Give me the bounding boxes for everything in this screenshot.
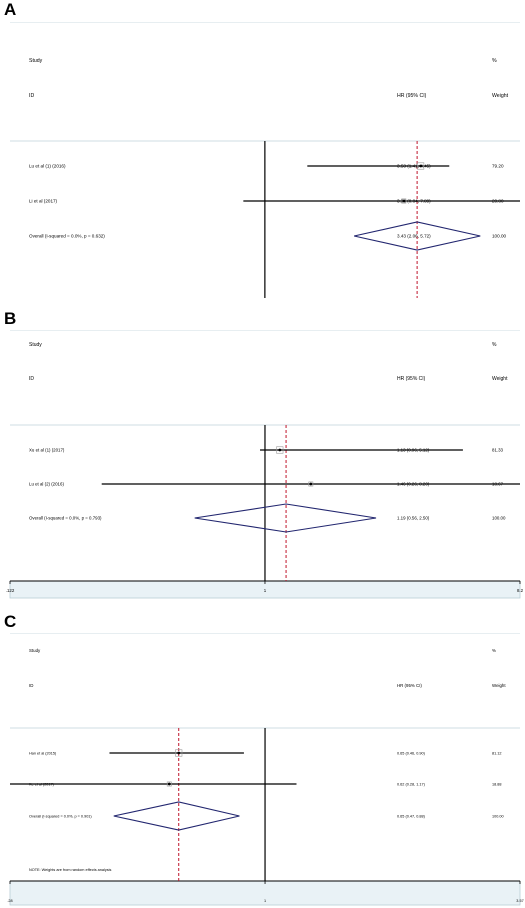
header-percent: % — [492, 58, 497, 64]
weight-box — [166, 781, 172, 787]
x-tick-label: 1 — [264, 899, 266, 903]
overall-label: Overall (I-squared = 0.0%, p = 0.901) — [29, 815, 92, 819]
overall-weight-text: 100.00 — [492, 815, 504, 819]
axis-band — [9, 880, 521, 906]
study-hr-text: 3.53 (1.41, 4.45) — [397, 164, 431, 169]
study-hr-text: 0.62 (0.28, 1.17) — [397, 783, 426, 787]
overall-label: Overall (I-squared = 0.0%, p = 0.632) — [29, 234, 105, 239]
study-label: Lu et al (1) (2016) — [29, 164, 66, 169]
x-tick-label: 1 — [264, 588, 267, 593]
header-study: Study — [29, 58, 43, 64]
point-estimate — [278, 448, 282, 452]
point-estimate — [402, 199, 406, 203]
panel-label-b: B — [4, 309, 17, 328]
study-weight-text: 81.33 — [492, 448, 504, 453]
overall-hr-text: 1.19 (0.56, 2.50) — [397, 516, 430, 521]
x-tick-label: .28 — [7, 899, 12, 903]
study-hr-text: 1.46 (0.26, 8.20) — [397, 482, 430, 487]
point-estimate — [419, 164, 423, 168]
x-tick-label: 3.57 — [516, 899, 523, 903]
analysis-note: NOTE: Weights are from random effects an… — [29, 868, 111, 872]
weight-box — [417, 162, 425, 170]
overall-weight-text: 100.00 — [492, 234, 506, 239]
header-percent: % — [492, 342, 497, 348]
overall-diamond — [194, 503, 377, 533]
weight-box — [276, 446, 284, 454]
header-weight: Weight — [492, 683, 506, 688]
header-id: ID — [29, 93, 34, 99]
study-hr-text: 3.08 (0.84, 7.89) — [397, 199, 431, 204]
study-label: Lu et al (2) (2016) — [29, 482, 64, 487]
panel-label-a: A — [4, 0, 17, 19]
x-tick-label: .122 — [6, 588, 15, 593]
panel-label-c: C — [4, 612, 17, 631]
overall-hr-text: 0.65 (0.47, 0.88) — [397, 815, 426, 819]
overall-weight-text: 100.00 — [492, 516, 506, 521]
point-estimate — [177, 751, 181, 755]
x-tick-label: 8.2 — [517, 588, 524, 593]
header-weight: Weight — [492, 93, 509, 99]
study-label: Li et al (2017) — [29, 199, 58, 204]
header-effect: HR (95% CI) — [397, 93, 427, 99]
header-id: ID — [29, 683, 33, 688]
study-weight-text: 18.88 — [492, 783, 502, 787]
study-label: Han et al (2015) — [29, 752, 57, 756]
study-label: Xu et al (1) (2017) — [29, 448, 65, 453]
header-effect: HR (95% CI) — [397, 376, 426, 382]
point-estimate — [167, 782, 171, 786]
header-study: Study — [29, 648, 41, 653]
overall-hr-text: 3.43 (2.06, 5.72) — [397, 234, 431, 239]
overall-diamond — [113, 801, 240, 831]
header-weight: Weight — [492, 376, 508, 382]
weight-box — [401, 198, 407, 204]
header-percent: % — [492, 648, 496, 653]
header-study: Study — [29, 342, 42, 348]
study-weight-text: 20.80 — [492, 199, 504, 204]
overall-label: Overall (I-squared = 0.0%, p = 0.793) — [29, 516, 102, 521]
overall-diamond — [354, 221, 481, 251]
study-hr-text: 0.65 (0.46, 0.90) — [397, 752, 426, 756]
forest-plot-b: Study % ID HR (95% CI) Weight .122 1 8.2 Xu et a… — [6, 330, 524, 599]
header-effect: HR (95% CI) — [397, 683, 422, 688]
study-weight-text: 81.12 — [492, 752, 502, 756]
header-id: ID — [29, 376, 34, 382]
weight-box — [175, 749, 183, 757]
study-weight-text: 79.20 — [492, 164, 504, 169]
point-estimate — [309, 482, 313, 486]
forest-plot-c: Study % ID HR (95% CI) Weight .28 1 3.57 Han et … — [7, 633, 524, 906]
study-weight-text: 18.67 — [492, 482, 504, 487]
weight-box — [308, 481, 314, 487]
study-hr-text: 1.13 (0.96, 5.12) — [397, 448, 430, 453]
